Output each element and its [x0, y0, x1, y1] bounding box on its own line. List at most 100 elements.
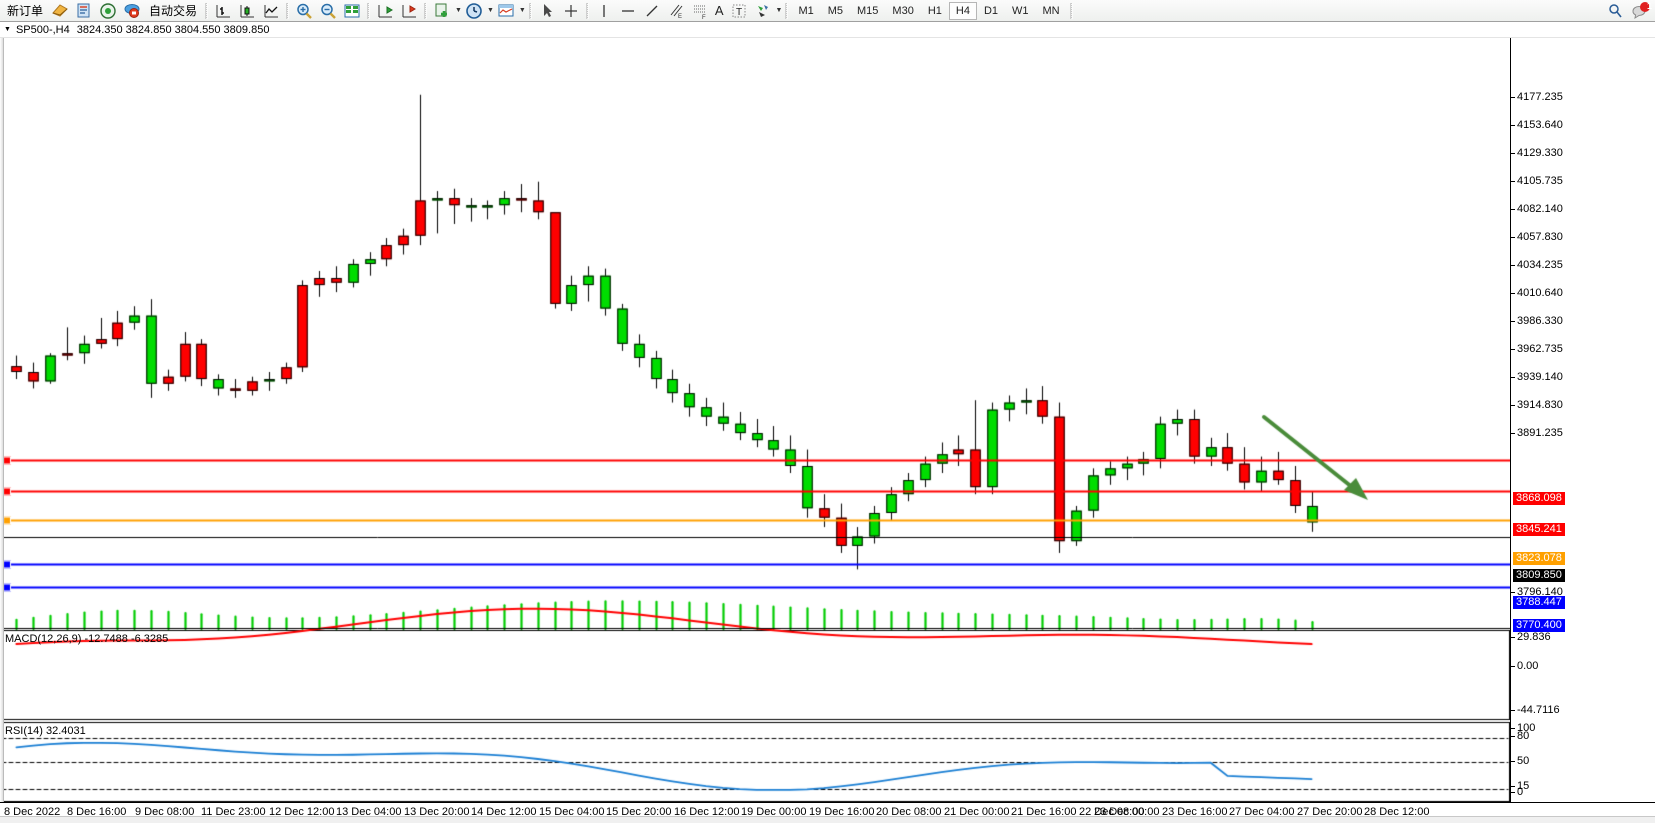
axis-tick-label: 100 [1511, 723, 1535, 734]
navigator-icon[interactable] [96, 1, 120, 21]
axis-tick-label: 4129.330 [1511, 148, 1563, 159]
price-level-badge[interactable]: 3868.098 [1513, 492, 1565, 505]
cursor-icon[interactable] [535, 1, 559, 21]
symbol-info-bar: ▼ SP500-,H4 3824.350 3824.850 3804.550 3… [0, 22, 1655, 38]
toolbar-separator [785, 2, 789, 19]
chart-menu-caret-icon[interactable]: ▼ [4, 26, 11, 33]
toolbar-separator [528, 2, 532, 19]
price-level-badge[interactable]: 3823.078 [1513, 552, 1565, 565]
time-axis-label: 19 Dec 16:00 [809, 806, 875, 818]
main-toolbar: 新订单 [0, 0, 1655, 22]
templates-icon[interactable] [494, 1, 518, 21]
candlestick-chart-icon[interactable] [235, 1, 259, 21]
symbol-ohlc-values: 3824.350 3824.850 3804.550 3809.850 [76, 23, 270, 36]
new-order-label: 新订单 [7, 4, 44, 18]
toolbar-separator [367, 2, 371, 19]
templates-dropdown-caret[interactable]: ▼ [518, 7, 526, 14]
text-label-icon[interactable]: A [714, 3, 724, 18]
shift-chart-icon[interactable] [373, 1, 397, 21]
chart-area[interactable]: MACD(12,26,9) -12.7488 -6.3285 RSI(14) 3… [0, 38, 1655, 802]
zoom-in-icon[interactable] [292, 1, 316, 21]
indicator-dropdown-caret[interactable]: ▼ [455, 7, 462, 14]
timeframe-m5[interactable]: M5 [827, 4, 844, 17]
time-axis-label: 12 Dec 12:00 [269, 806, 335, 818]
time-axis-label: 20 Dec 08:00 [876, 806, 942, 818]
axis-tick-label: 3914.830 [1511, 400, 1563, 411]
axis-tick-label: 3962.735 [1511, 344, 1563, 355]
notification-badge-count: 1 [1646, 0, 1652, 11]
line-chart-icon[interactable] [259, 1, 283, 21]
new-order-button[interactable]: 新订单 [2, 1, 48, 21]
time-axis-label: 15 Dec 04:00 [539, 806, 605, 818]
time-axis-label: 22 Dec 08:00 [1079, 806, 1145, 818]
vertical-line-icon[interactable] [592, 1, 616, 21]
period-clock-icon[interactable] [462, 1, 486, 21]
time-axis-label: 28 Dec 12:00 [1364, 806, 1430, 818]
timeframe-m15[interactable]: M15 [857, 4, 879, 17]
fibonacci-icon[interactable]: F [688, 1, 712, 21]
period-dropdown-caret[interactable]: ▼ [486, 7, 494, 14]
axis-tick-label: 4010.640 [1511, 288, 1563, 299]
axis-tick-label: 4177.235 [1511, 92, 1563, 103]
chart-template-icon[interactable] [48, 1, 72, 21]
timeframe-m30[interactable]: M30 [892, 4, 914, 17]
timeframe-h1[interactable]: H1 [927, 4, 942, 17]
axis-tick-label: 15 [1511, 781, 1529, 792]
equidistant-channel-icon[interactable]: E [664, 1, 688, 21]
price-level-badge[interactable]: 3788.447 [1513, 596, 1565, 609]
axis-tick-label: 4153.640 [1511, 120, 1563, 131]
macd-indicator-label: MACD(12,26,9) -12.7488 -6.3285 [5, 633, 169, 645]
toolbar-separator [286, 2, 290, 19]
timeframe-mn[interactable]: MN [1042, 4, 1060, 17]
time-axis-label: 19 Dec 00:00 [741, 806, 807, 818]
price-level-badge[interactable]: 3770.400 [1513, 619, 1565, 632]
time-axis-label: 21 Dec 16:00 [1011, 806, 1077, 818]
timeframe-h4[interactable]: H4 [948, 1, 977, 20]
price-level-badge[interactable]: 3809.850 [1513, 569, 1565, 582]
toolbar-separator [1069, 2, 1073, 19]
auto-scroll-icon[interactable] [397, 1, 421, 21]
timeframe-w1[interactable]: W1 [1012, 4, 1029, 17]
text-box-icon[interactable]: T [727, 1, 751, 21]
time-axis-label: 8 Dec 2022 [4, 806, 61, 818]
tile-windows-icon[interactable] [340, 1, 364, 21]
search-icon[interactable] [1603, 1, 1627, 21]
time-axis-label: 13 Dec 04:00 [336, 806, 402, 818]
chart-canvas[interactable] [0, 38, 1510, 802]
trendline-icon[interactable] [640, 1, 664, 21]
timeframe-m1[interactable]: M1 [798, 4, 814, 17]
zoom-out-icon[interactable] [316, 1, 340, 21]
shapes-arrows-icon[interactable] [751, 1, 775, 21]
status-strip [0, 816, 1655, 823]
autotrade-button[interactable]: 自动交易 [144, 1, 202, 21]
toolbar-separator [205, 2, 209, 19]
chart-left-edge-scroll[interactable] [0, 38, 4, 802]
horizontal-line-icon[interactable] [616, 1, 640, 21]
axis-tick-label: 3891.235 [1511, 428, 1563, 439]
axis-tick-label: 0.00 [1511, 661, 1538, 672]
svg-text:F: F [702, 15, 706, 20]
notifications-icon[interactable]: 1 [1627, 1, 1653, 21]
axis-tick-label: 0 [1511, 787, 1523, 798]
market-watch-icon[interactable] [120, 1, 144, 21]
price-level-badge[interactable]: 3845.241 [1513, 523, 1565, 536]
axis-tick-label: 50 [1511, 756, 1529, 767]
toolbar-separator [424, 2, 428, 19]
price-axis[interactable]: 4177.235 4153.640 4129.330 4105.735 4082.140… [1510, 38, 1655, 802]
crosshair-icon[interactable] [559, 1, 583, 21]
bar-chart-icon[interactable] [211, 1, 235, 21]
time-axis-label: 9 Dec 08:00 [135, 806, 195, 818]
axis-tick-label: 4082.140 [1511, 204, 1563, 215]
axis-tick-label: 3796.140 [1511, 587, 1563, 598]
rsi-indicator-label: RSI(14) 32.4031 [5, 725, 86, 737]
axis-tick-label: 4105.735 [1511, 176, 1563, 187]
timeframe-d1[interactable]: D1 [983, 4, 999, 17]
time-axis-label: 27 Dec 20:00 [1297, 806, 1363, 818]
data-window-icon[interactable] [72, 1, 96, 21]
shapes-dropdown-caret[interactable]: ▼ [775, 7, 783, 14]
time-axis-label: 23 Dec 00:00 [1094, 806, 1160, 818]
add-indicator-icon[interactable] [430, 1, 454, 21]
axis-tick-label: 4034.235 [1511, 260, 1563, 271]
time-axis-label: 15 Dec 20:00 [606, 806, 672, 818]
